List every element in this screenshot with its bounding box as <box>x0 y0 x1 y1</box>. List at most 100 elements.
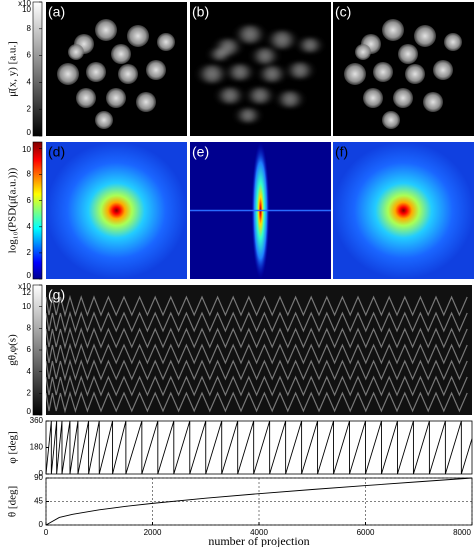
colorbar-tick-label: 8 <box>27 24 32 33</box>
colorbar-tick-label: 0 <box>27 271 32 280</box>
colorbar-tick-label: 6 <box>27 51 32 60</box>
panel-label: (e) <box>192 144 209 160</box>
psd-map <box>333 142 474 279</box>
x-axis-label: number of projection <box>208 534 309 547</box>
panel-label: (f) <box>335 144 348 160</box>
phantom-disc <box>68 44 84 60</box>
colorbar-tick-label: 0 <box>27 128 32 137</box>
colorbar-tick-label: 6 <box>27 345 32 354</box>
phantom-disc <box>262 65 282 83</box>
phantom-disc <box>127 25 149 47</box>
phantom-disc <box>280 90 300 109</box>
phantom-disc <box>76 88 96 108</box>
colorbar-exponent: x10 <box>18 0 31 8</box>
colorbar-tick-label: 4 <box>27 78 32 87</box>
phantom-disc <box>136 92 156 112</box>
phantom-disc <box>301 37 319 54</box>
phantom-disc <box>414 25 436 47</box>
data-line <box>45 420 473 475</box>
phantom <box>57 19 175 129</box>
plot-frame <box>45 420 473 475</box>
phantom-disc <box>57 63 79 85</box>
sinogram-trace <box>45 310 468 334</box>
sinogram-trace <box>45 374 468 398</box>
sinogram-trace <box>45 358 468 382</box>
y-axis-label: log₁₀(PSD(μ̄(a.u.))) <box>7 167 19 253</box>
sinogram-trace <box>45 294 468 318</box>
y-axis-label: θ [deg] <box>7 486 19 517</box>
x-tick-label: 2000 <box>144 528 162 537</box>
phantom-disc <box>118 64 138 84</box>
phantom-disc <box>106 88 126 108</box>
phantom-disc <box>86 62 106 82</box>
phantom-disc <box>393 88 413 108</box>
colorbar-tick-label: 4 <box>27 367 32 376</box>
phantom-disc <box>444 33 462 51</box>
sinogram <box>45 294 468 414</box>
panel-label: (c) <box>335 4 351 20</box>
colorbar <box>32 1 43 137</box>
y-axis-label: gθ,φ(s) <box>7 334 19 366</box>
colorbar-tick-label: 12 <box>22 288 31 297</box>
phantom-disc <box>220 86 240 105</box>
sinogram-trace <box>45 326 468 350</box>
x-tick-label: 4000 <box>250 528 268 537</box>
phantom-disc <box>398 44 418 64</box>
colorbar-exponent: x10 <box>18 282 31 291</box>
y-axis-label: μ̄(x, y) [a.u.] <box>7 41 19 97</box>
phantom-disc <box>373 62 393 82</box>
phantom-disc <box>111 44 131 64</box>
colorbar <box>32 141 43 280</box>
panel-label: (b) <box>192 4 209 20</box>
x-tick-label: 0 <box>44 528 49 537</box>
colorbar-tick-label: 8 <box>27 170 32 179</box>
phantom-disc <box>95 19 117 41</box>
phantom-disc <box>271 29 293 50</box>
phantom-disc <box>146 60 166 80</box>
colorbar-tick-label: 2 <box>27 248 32 257</box>
colorbar-tick-label: 10 <box>22 5 31 14</box>
data-line <box>45 477 473 526</box>
phantom-disc <box>290 61 310 80</box>
phantom-disc <box>363 88 383 108</box>
y-tick-label: 360 <box>30 416 44 425</box>
colorbar-tick-label: 8 <box>27 323 32 332</box>
colorbar-tick-label: 0 <box>27 407 32 416</box>
panel-label: (d) <box>48 144 65 160</box>
phantom-disc <box>212 47 228 62</box>
phantom-disc <box>255 47 275 65</box>
phantom-disc <box>95 111 113 129</box>
phantom-disc <box>230 63 250 82</box>
sinogram-trace <box>45 342 468 366</box>
phantom-disc <box>405 64 425 84</box>
phantom-disc <box>201 64 223 84</box>
phantom-disc <box>239 107 257 124</box>
y-axis-label: φ [deg] <box>7 431 19 463</box>
y-tick-label: 90 <box>34 473 43 482</box>
colorbar-tick-label: 10 <box>22 145 31 154</box>
phantom-disc <box>433 60 453 80</box>
phantom <box>344 19 462 129</box>
y-tick-label: 45 <box>34 497 43 506</box>
phantom-disc <box>239 24 261 45</box>
phantom-disc <box>382 111 400 129</box>
phantom-disc <box>250 86 270 105</box>
colorbar-tick-label: 4 <box>27 222 32 231</box>
panel-label: (a) <box>48 4 65 20</box>
y-tick-label: 180 <box>30 443 44 452</box>
x-tick-label: 8000 <box>453 528 471 537</box>
phantom-disc <box>382 19 404 41</box>
phantom-disc <box>423 92 443 112</box>
y-tick-label: 0 <box>39 520 44 529</box>
panel-label: (g) <box>48 287 65 303</box>
colorbar-tick-label: 6 <box>27 196 32 205</box>
sinogram-trace <box>45 390 468 414</box>
phantom-disc <box>344 63 366 85</box>
colorbar-tick-label: 10 <box>22 302 31 311</box>
phantom <box>201 24 319 124</box>
colorbar-tick-label: 2 <box>27 388 32 397</box>
phantom-disc <box>157 33 175 51</box>
y-tick-label: 0 <box>39 469 44 478</box>
